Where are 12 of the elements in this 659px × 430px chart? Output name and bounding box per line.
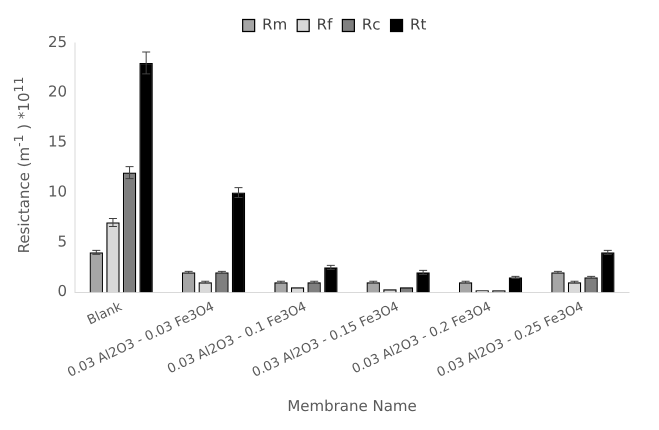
y-tick-label: 25 [48,32,68,51]
y-tick-label: 0 [58,282,68,300]
legend-label: Rf [316,15,334,34]
legend-label: Rc [362,15,381,34]
legend-label: Rt [410,15,426,34]
y-tick-label: 5 [58,232,68,250]
legend-label: Rm [262,15,288,34]
y-tick-label: 15 [48,132,68,151]
x-tick-label: Blank [85,299,125,328]
y-tick-label: 20 [48,82,68,101]
x-axis-title: Membrane Name [287,396,417,415]
y-tick-label: 10 [48,182,68,200]
